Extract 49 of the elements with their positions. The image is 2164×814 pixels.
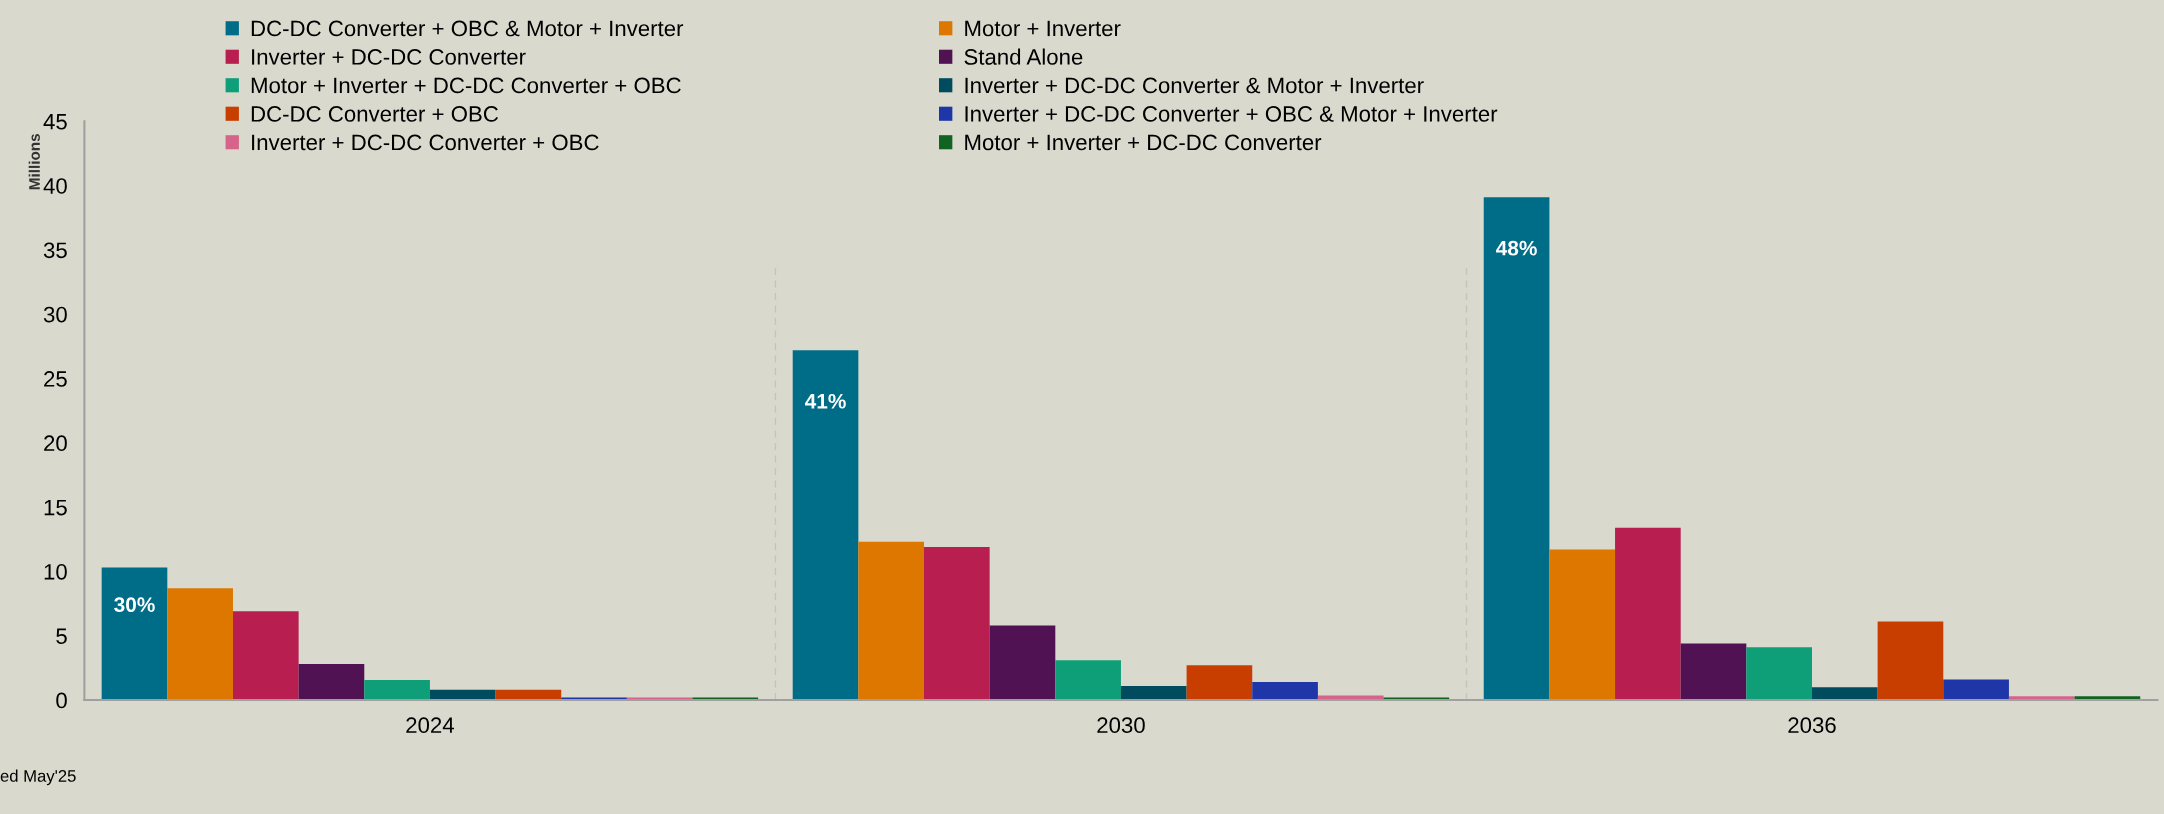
bar (1943, 679, 2009, 701)
y-tick-label: 20 (44, 435, 67, 452)
bar (101, 567, 168, 701)
y-tick-label: 40 (43, 178, 67, 194)
bar (232, 611, 299, 701)
bar (858, 541, 925, 701)
annotation: 41% (805, 393, 846, 409)
legend-label: DC-DC Converter + OBC (251, 106, 498, 122)
legend-label: Inverter + DC-DC Converter + OBC & Motor + Inverter (965, 106, 1498, 122)
y-tick-label: 45 (43, 114, 67, 130)
y-tick-label: 5 (56, 628, 67, 644)
y-tick-label: 30 (43, 306, 67, 323)
bar (1877, 621, 1944, 701)
bar (167, 588, 233, 701)
y-tick-label: 10 (44, 563, 67, 580)
y-axis-title: Millions (28, 133, 40, 190)
bar (1746, 647, 1812, 701)
legend-label: Motor + Inverter + DC-DC Converter (965, 134, 1322, 151)
legend-label: Motor + Inverter + DC-DC Converter + OBC (251, 77, 681, 94)
bar (792, 350, 859, 701)
bar (1549, 549, 1616, 701)
bar (1120, 685, 1187, 701)
bar (1186, 665, 1253, 701)
legend-label: Inverter + DC-DC Converter (252, 49, 526, 65)
bar (1055, 660, 1121, 701)
bar (1615, 527, 1681, 701)
x-tick-label: 2024 (406, 717, 454, 734)
legend-label: Stand Alone (964, 48, 1083, 65)
bar (1483, 197, 1550, 701)
legend-label: Inverter + DC-DC Converter & Motor + Inverter (965, 77, 1424, 94)
legend-label: DC-DC Converter + OBC & Motor + Inverter (251, 20, 684, 37)
bar (924, 546, 990, 701)
bar (1680, 643, 1747, 701)
bar (1811, 687, 1878, 701)
bar (364, 680, 430, 701)
legend-label: Motor + Inverter (965, 20, 1121, 37)
y-tick-label: 15 (44, 499, 67, 516)
y-tick-label: 35 (43, 242, 67, 259)
bar (298, 664, 365, 701)
text: ed May'25 (0, 769, 76, 786)
y-tick-label: 0 (56, 692, 67, 709)
bar (989, 625, 1056, 701)
legend-label: Inverter + DC-DC Converter + OBC (252, 134, 599, 151)
x-tick-label: 2036 (1788, 717, 1836, 734)
y-tick-label: 25 (44, 371, 67, 387)
bar (1252, 682, 1318, 701)
annotation: 30% (114, 597, 155, 613)
x-tick-label: 2030 (1097, 717, 1145, 734)
annotation: 48% (1496, 240, 1537, 256)
